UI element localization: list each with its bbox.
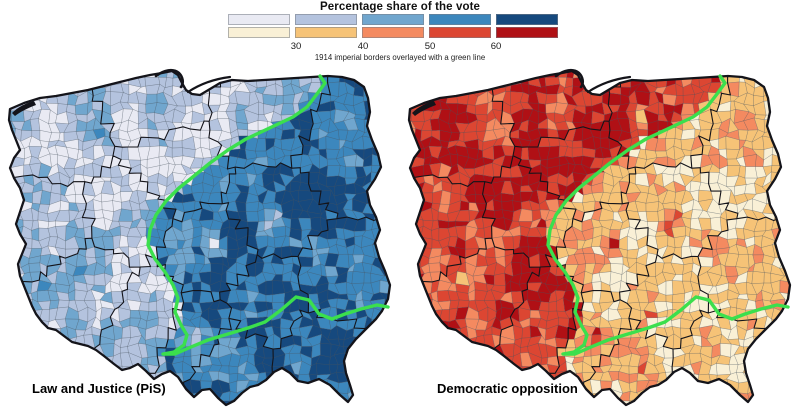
legend-swatch <box>295 27 357 38</box>
legend-swatch <box>295 14 357 25</box>
choropleth-cells <box>409 71 790 405</box>
legend-swatch <box>362 14 424 25</box>
hel-peninsula-icon <box>554 68 585 89</box>
legend-title: Percentage share of the vote <box>319 1 481 13</box>
legend-row-opposition <box>228 27 558 38</box>
hel-peninsula-icon <box>154 68 185 89</box>
map-label-opposition: Democratic opposition <box>437 381 578 396</box>
legend-subtitle: 1914 imperial borders overlayed with a g… <box>314 53 486 62</box>
legend-tick-labels: 30 40 50 60 <box>228 40 558 52</box>
choropleth-map-opposition <box>407 68 792 407</box>
szczecin-spit-icon <box>412 101 436 116</box>
map-pis: Law and Justice (PiS) <box>4 67 396 415</box>
map-label-pis: Law and Justice (PiS) <box>32 381 166 396</box>
legend-swatch <box>228 14 290 25</box>
choropleth-cells <box>9 71 390 405</box>
imperial-border-line <box>546 74 790 356</box>
vistula-spit-icon <box>186 75 232 94</box>
legend-tick: 60 <box>490 41 502 52</box>
choropleth-map-pis <box>7 68 392 407</box>
map-opposition: Democratic opposition <box>404 67 796 415</box>
legend-swatch <box>496 27 558 38</box>
imperial-border-line <box>146 74 390 356</box>
legend-swatch <box>228 27 290 38</box>
legend-swatch <box>429 27 491 38</box>
legend-swatch <box>429 14 491 25</box>
szczecin-spit-icon <box>12 101 36 116</box>
legend-swatch <box>362 27 424 38</box>
legend: 30 40 50 60 <box>228 14 558 54</box>
vistula-spit-icon <box>586 75 632 94</box>
legend-tick: 30 <box>290 41 302 52</box>
legend-tick: 50 <box>424 41 436 52</box>
country-border <box>7 69 392 407</box>
legend-tick: 40 <box>357 41 369 52</box>
country-border <box>407 69 792 407</box>
legend-row-pis <box>228 14 558 25</box>
legend-swatch <box>496 14 558 25</box>
